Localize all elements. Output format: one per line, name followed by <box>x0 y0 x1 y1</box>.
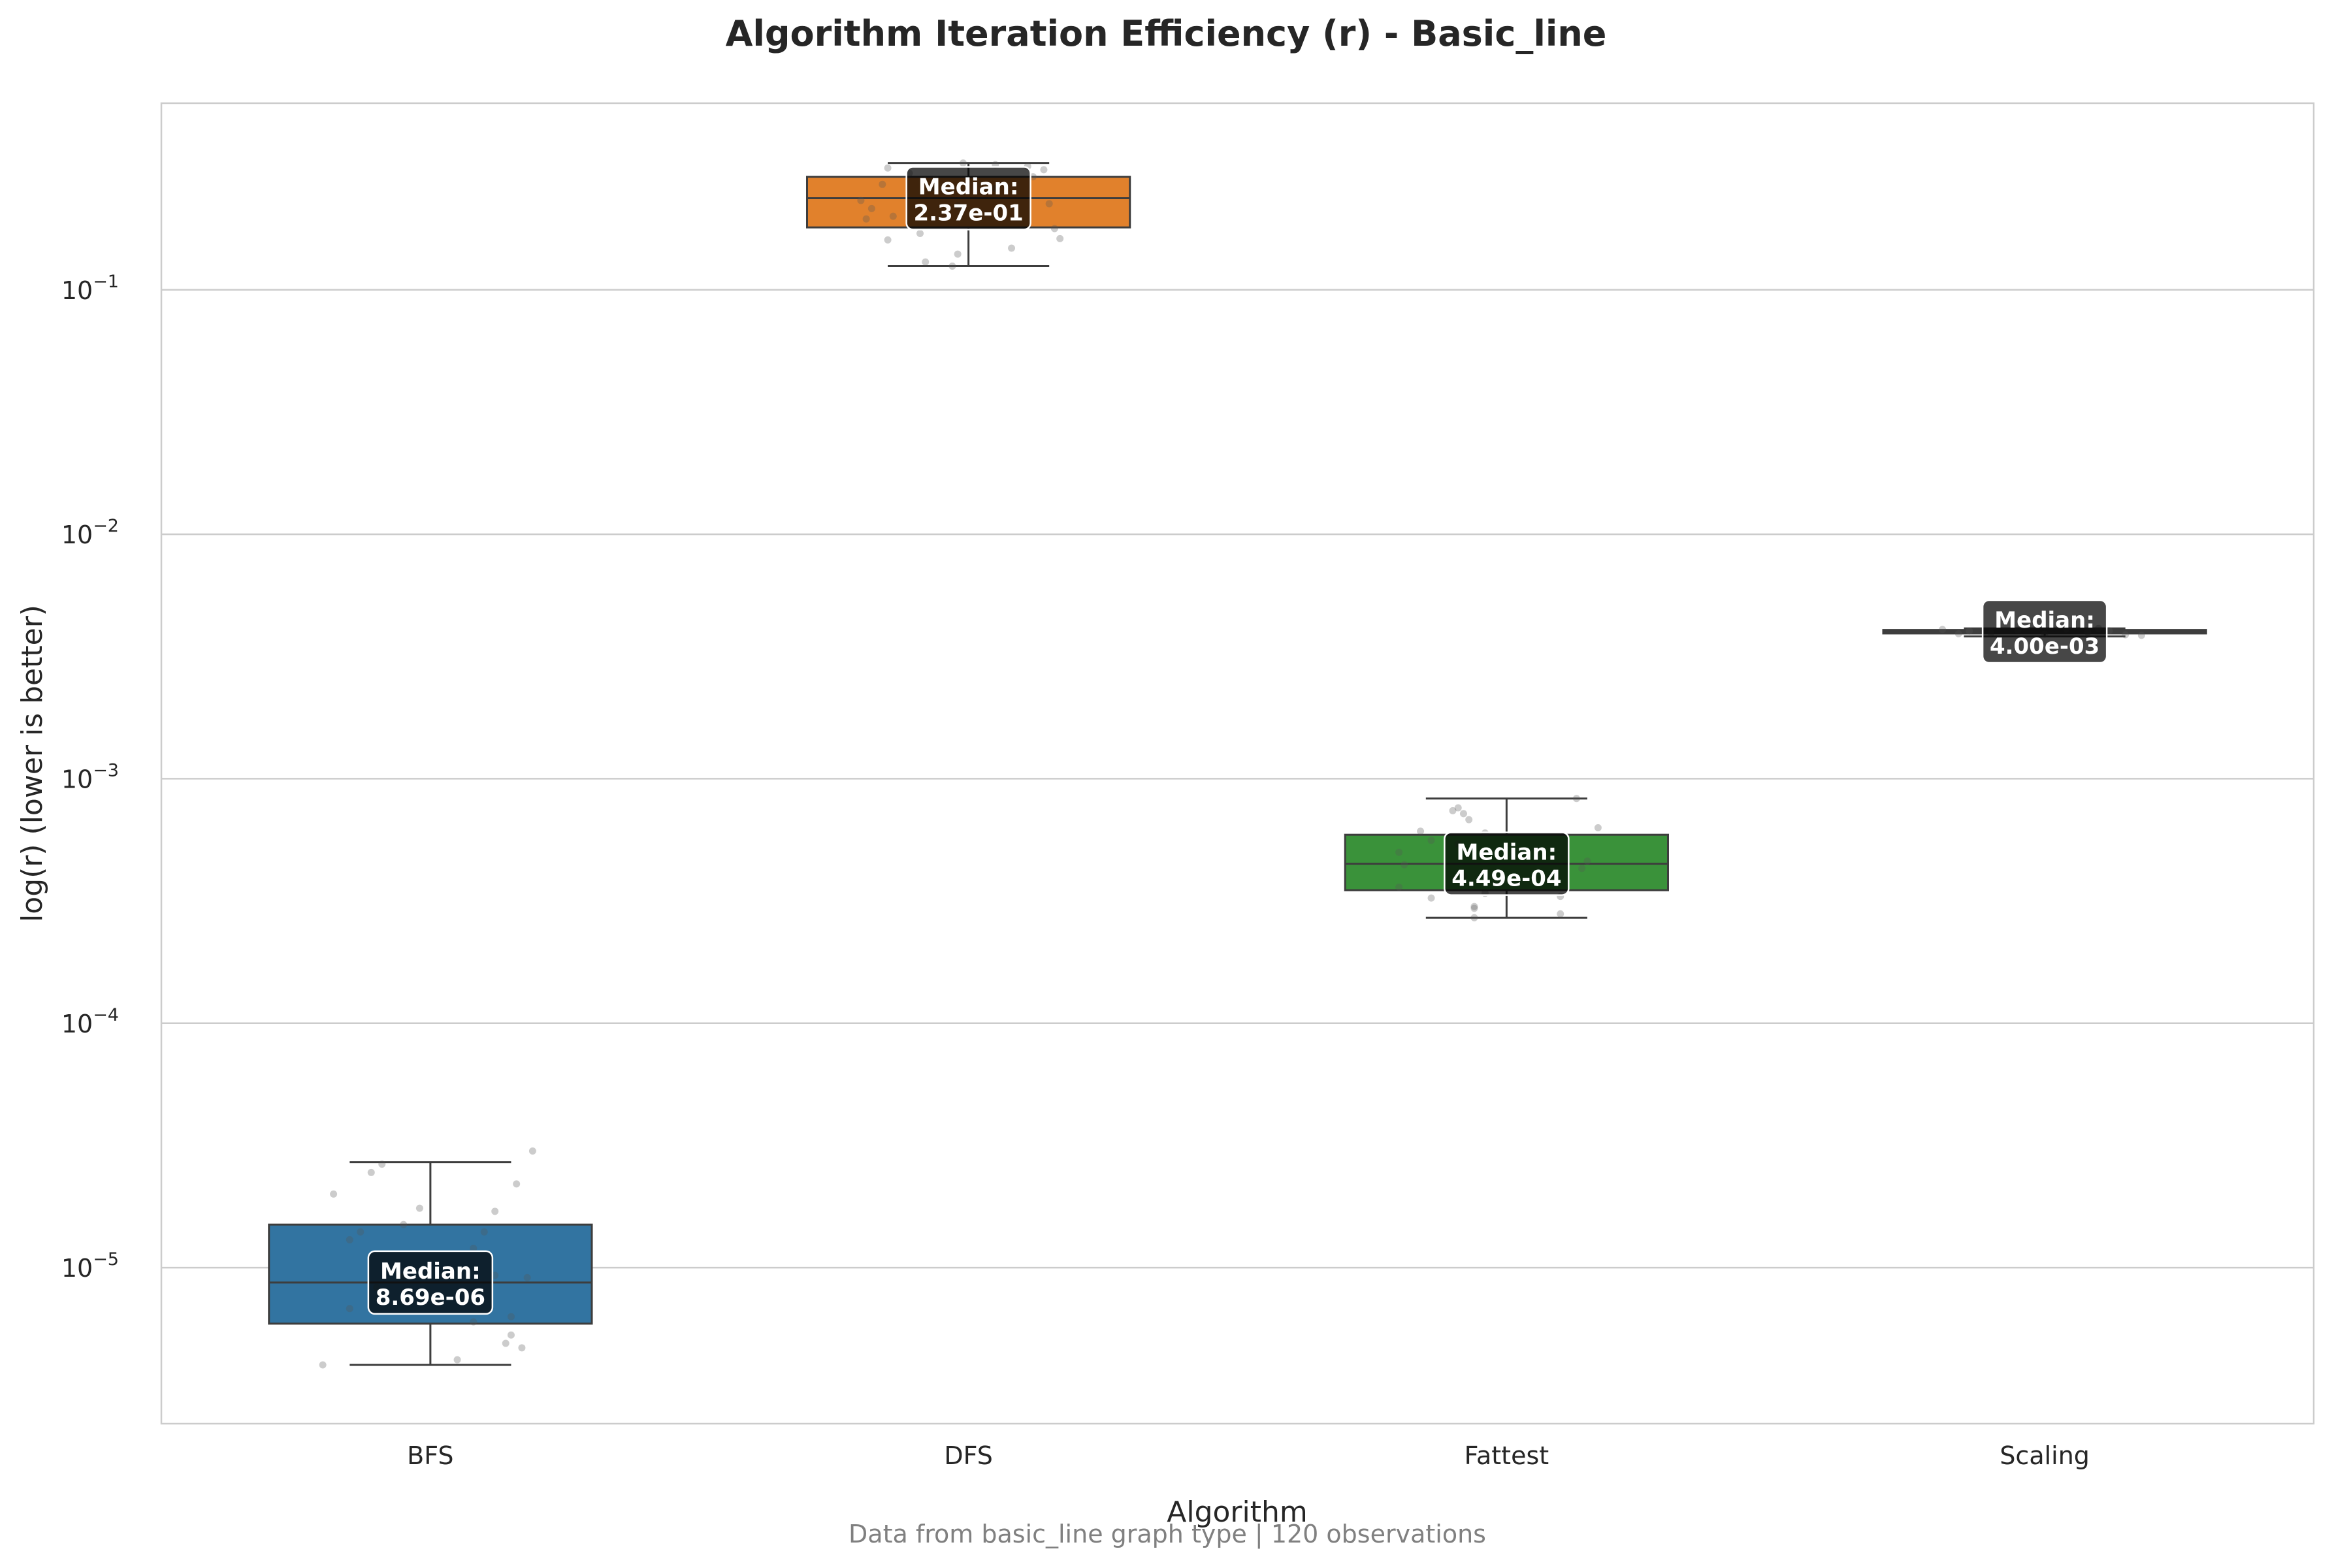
data-point-fattest-7 <box>1395 884 1403 891</box>
data-point-fattest-22 <box>1572 795 1580 803</box>
boxes: Median:8.69e-06Median:2.37e-01Median:4.4… <box>268 159 2207 1369</box>
data-point-dfs-18 <box>884 164 892 172</box>
data-point-fattest-13 <box>1395 848 1403 856</box>
y-tick-label-1: 10−4 <box>61 1005 119 1038</box>
data-point-dfs-3 <box>884 236 892 244</box>
data-point-fattest-20 <box>1449 807 1457 814</box>
x-axis-ticks: BFS DFS Fattest Scaling <box>407 1441 2090 1470</box>
x-tick-label-bfs: BFS <box>407 1441 453 1470</box>
data-point-bfs-14 <box>357 1228 364 1236</box>
data-point-scaling-10 <box>1954 630 1962 637</box>
data-point-dfs-15 <box>879 180 886 188</box>
median-label-box-dfs <box>905 166 1031 231</box>
y-tick-label-4: 10−1 <box>61 272 119 305</box>
data-point-bfs-0 <box>319 1361 327 1369</box>
median-label-title-scaling: Median: <box>1994 607 2095 633</box>
median-label-value-bfs: 8.69e-06 <box>376 1285 485 1311</box>
data-point-bfs-21 <box>367 1168 375 1176</box>
data-point-fattest-15 <box>1427 837 1435 844</box>
data-point-bfs-13 <box>346 1236 353 1243</box>
data-point-fattest-3 <box>1470 903 1478 910</box>
data-point-dfs-12 <box>857 197 865 204</box>
data-point-fattest-2 <box>1470 904 1478 912</box>
data-point-bfs-1 <box>453 1356 461 1364</box>
data-point-fattest-16 <box>1417 827 1425 835</box>
data-point-bfs-7 <box>507 1313 515 1320</box>
data-point-dfs-11 <box>1045 200 1053 208</box>
median-label-title-bfs: Median: <box>380 1258 481 1285</box>
chart-title: Algorithm Iteration Efficiency (r) - Bas… <box>726 13 1607 54</box>
data-point-dfs-6 <box>1050 225 1058 232</box>
data-point-bfs-16 <box>480 1228 488 1236</box>
box-group-dfs: Median:2.37e-01 <box>806 159 1131 270</box>
x-tick-label-dfs: DFS <box>944 1441 993 1470</box>
data-point-scaling-1 <box>1966 627 1973 635</box>
data-point-bfs-11 <box>523 1273 531 1281</box>
data-point-fattest-4 <box>1427 894 1435 902</box>
median-label-value-scaling: 4.00e-03 <box>1990 633 2099 660</box>
data-point-bfs-6 <box>346 1305 353 1313</box>
data-point-bfs-22 <box>378 1160 386 1168</box>
data-point-bfs-4 <box>507 1331 515 1339</box>
data-point-dfs-0 <box>922 258 930 266</box>
y-axis-label: log(r) (lower is better) <box>16 605 49 922</box>
data-point-bfs-19 <box>330 1190 338 1198</box>
y-axis-ticks: 10−5 10−4 10−3 10−2 10−1 <box>61 272 119 1283</box>
box-group-fattest: Median:4.49e-04 <box>1344 795 1669 921</box>
data-point-dfs-7 <box>862 215 870 223</box>
data-point-fattest-11 <box>1401 861 1408 869</box>
x-tick-label-fattest: Fattest <box>1465 1441 1549 1470</box>
data-point-fattest-10 <box>1578 865 1586 872</box>
plot-area-frame <box>160 102 2315 1425</box>
box-group-bfs: Median:8.69e-06 <box>268 1147 593 1369</box>
data-point-dfs-4 <box>1056 234 1064 242</box>
data-point-fattest-21 <box>1454 804 1462 812</box>
median-label-title-fattest: Median: <box>1457 840 1557 866</box>
data-point-bfs-2 <box>518 1344 526 1352</box>
data-point-bfs-3 <box>502 1339 510 1347</box>
y-tick-label-0: 10−5 <box>61 1249 119 1283</box>
data-point-dfs-1 <box>954 250 962 258</box>
data-point-dfs-8 <box>889 212 897 220</box>
data-point-bfs-17 <box>415 1204 423 1212</box>
data-point-bfs-5 <box>470 1318 478 1326</box>
data-point-fattest-0 <box>1470 914 1478 921</box>
data-point-dfs-23 <box>948 262 956 270</box>
data-point-scaling-0 <box>1939 626 1947 633</box>
data-point-dfs-5 <box>916 230 924 238</box>
data-point-scaling-8 <box>2122 631 2130 639</box>
median-label-value-dfs: 2.37e-01 <box>913 200 1023 226</box>
data-point-bfs-23 <box>528 1147 536 1155</box>
x-axis-label: Algorithm <box>1167 1496 1308 1529</box>
data-point-fattest-18 <box>1465 816 1473 824</box>
data-point-bfs-18 <box>491 1208 499 1215</box>
data-point-dfs-20 <box>959 159 967 167</box>
data-point-dfs-2 <box>1008 244 1016 252</box>
median-label-box-fattest <box>1444 831 1570 896</box>
median-label-title-dfs: Median: <box>918 174 1019 200</box>
data-point-fattest-17 <box>1594 824 1602 832</box>
y-tick-label-3: 10−2 <box>61 516 119 549</box>
data-point-fattest-1 <box>1557 910 1564 918</box>
data-point-bfs-20 <box>513 1180 521 1188</box>
data-point-dfs-9 <box>867 204 875 212</box>
data-point-fattest-12 <box>1583 857 1591 865</box>
data-point-scaling-9 <box>2137 632 2145 639</box>
median-label-box-scaling <box>1981 599 2108 664</box>
box-group-scaling: Median:4.00e-03 <box>1882 599 2207 664</box>
median-label-value-fattest: 4.49e-04 <box>1451 866 1561 892</box>
footer-note: Data from basic_line graph type | 120 ob… <box>849 1520 1486 1549</box>
data-point-dfs-22 <box>1040 166 1048 174</box>
grid-lines <box>161 289 2314 1269</box>
y-tick-label-2: 10−3 <box>61 760 119 793</box>
median-label-box-bfs <box>367 1250 494 1315</box>
x-tick-label-scaling: Scaling <box>2000 1441 2090 1470</box>
data-point-fattest-19 <box>1459 810 1467 818</box>
data-point-bfs-12 <box>470 1244 478 1252</box>
data-point-bfs-15 <box>400 1221 408 1228</box>
